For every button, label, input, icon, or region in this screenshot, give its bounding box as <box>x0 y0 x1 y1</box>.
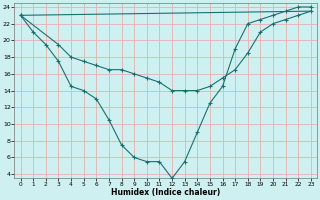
X-axis label: Humidex (Indice chaleur): Humidex (Indice chaleur) <box>111 188 220 197</box>
